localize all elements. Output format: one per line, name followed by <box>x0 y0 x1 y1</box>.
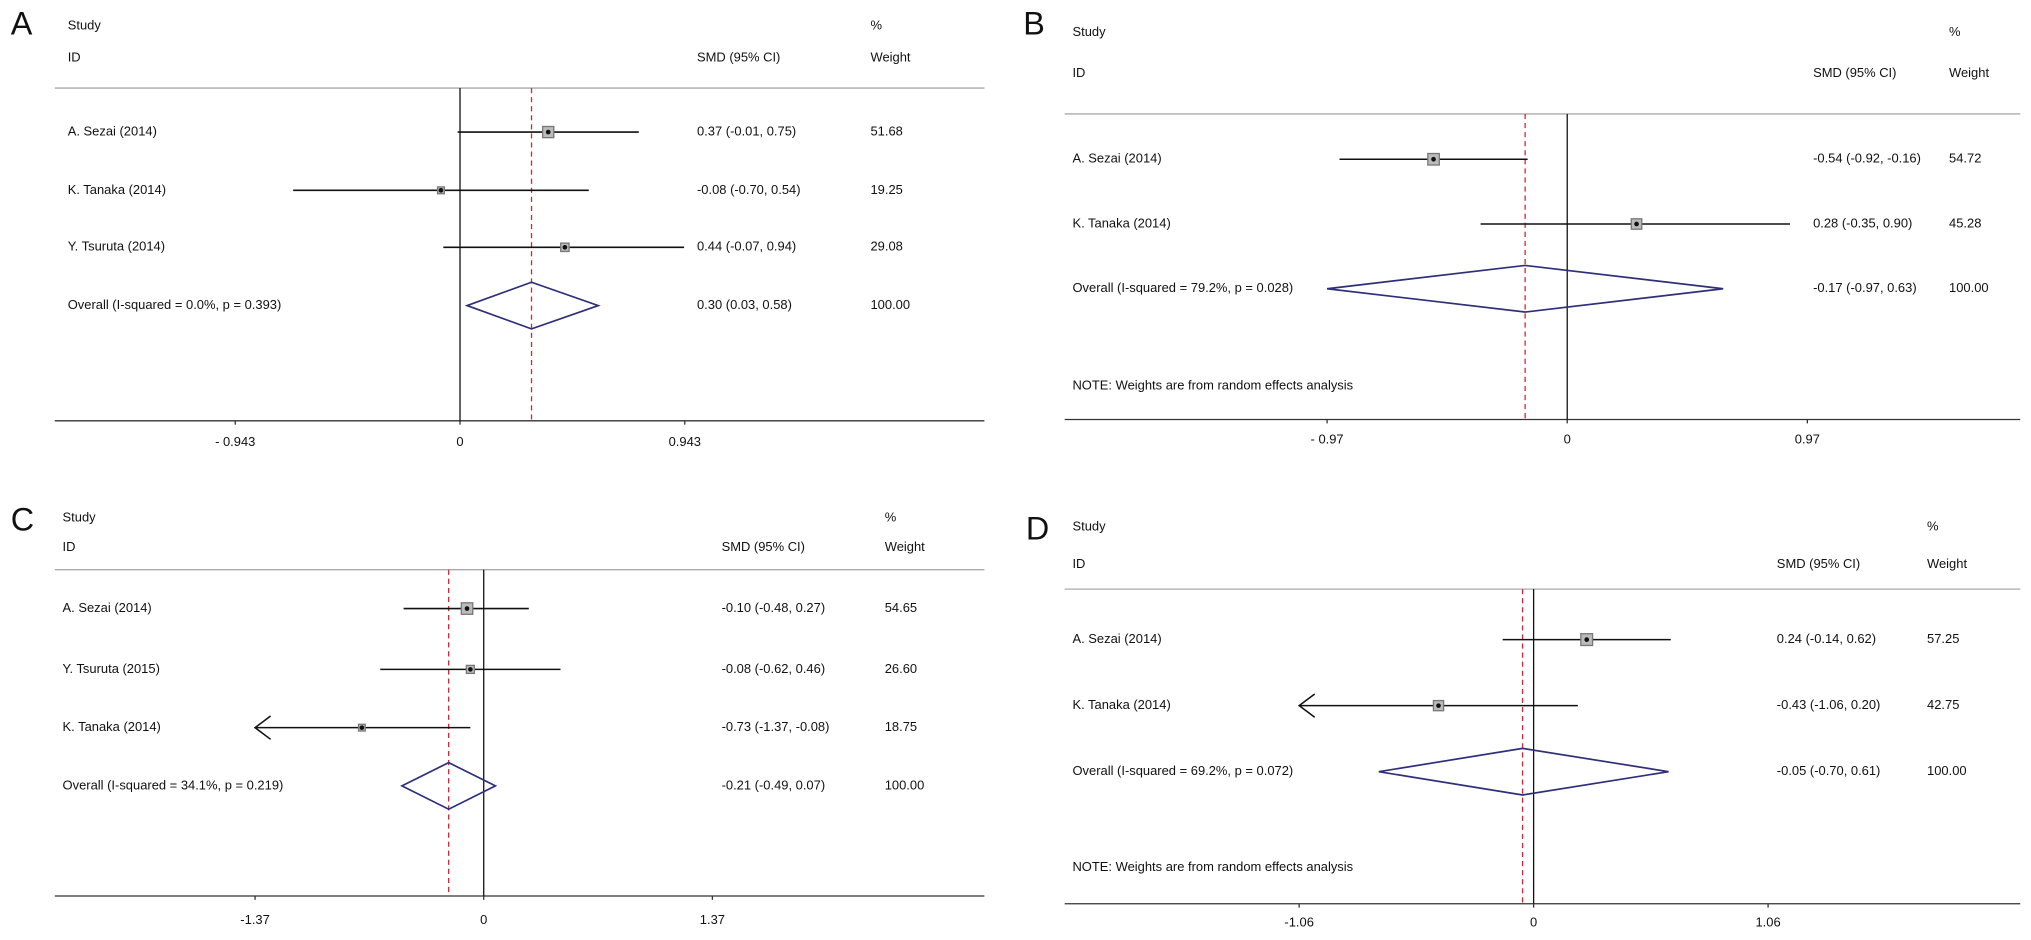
header: Weight <box>1927 556 1967 571</box>
study-name: K. Tanaka (2014) <box>63 719 161 734</box>
point-estimate <box>1584 637 1590 642</box>
study-name: Y. Tsuruta (2015) <box>63 661 160 676</box>
ci-arrow <box>253 715 272 740</box>
ci-label: 0.28 (-0.35, 0.90) <box>1813 215 1912 230</box>
header: SMD (95% CI) <box>697 50 780 65</box>
ci-label: 0.30 (0.03, 0.58) <box>697 297 792 312</box>
point-estimate <box>1431 156 1436 162</box>
weight-label: 45.28 <box>1949 215 1981 230</box>
weight-label: 29.08 <box>870 239 902 254</box>
weight-label: 100.00 <box>1927 763 1967 778</box>
study-name: A. Sezai (2014) <box>1072 631 1161 646</box>
point-estimate <box>562 244 568 250</box>
header: ID <box>63 539 76 554</box>
point-estimate <box>438 188 444 193</box>
weight-label: 54.72 <box>1949 151 1981 166</box>
header: SMD (95% CI) <box>1777 556 1860 571</box>
ci-label: -0.08 (-0.70, 0.54) <box>697 182 801 197</box>
study-name: A. Sezai (2014) <box>68 123 157 138</box>
overall-label: Overall (I-squared = 0.0%, p = 0.393) <box>68 297 282 312</box>
header: ID <box>68 50 81 65</box>
note: NOTE: Weights are from random effects an… <box>1072 859 1353 874</box>
point-estimate <box>1634 221 1639 227</box>
header: Study <box>1072 518 1106 533</box>
x-tick-label: 0.943 <box>669 434 701 449</box>
x-tick-label: 0 <box>1530 915 1537 930</box>
point-estimate <box>1436 703 1441 708</box>
note: NOTE: Weights are from random effects an… <box>1072 377 1353 392</box>
weight-label: 42.75 <box>1927 697 1959 712</box>
header: % <box>870 17 882 32</box>
header: ID <box>1072 65 1085 80</box>
x-tick-label: -1.37 <box>240 912 269 927</box>
overall-label: Overall (I-squared = 69.2%, p = 0.072) <box>1072 763 1293 778</box>
point-estimate <box>464 606 470 611</box>
study-name: A. Sezai (2014) <box>63 600 152 615</box>
ci-label: -0.21 (-0.49, 0.07) <box>722 777 826 792</box>
header: ID <box>1072 556 1085 571</box>
overall-diamond <box>464 281 601 330</box>
weight-label: 100.00 <box>885 777 925 792</box>
weight-label: 19.25 <box>870 182 902 197</box>
panel-label: C <box>11 501 34 537</box>
x-tick-label: 1.37 <box>700 912 725 927</box>
header: % <box>1927 518 1939 533</box>
header: Study <box>68 17 102 32</box>
panel-label: A <box>11 5 33 41</box>
study-name: Y. Tsuruta (2014) <box>68 239 165 254</box>
ci-label: 0.44 (-0.07, 0.94) <box>697 239 796 254</box>
header: Study <box>1072 24 1106 39</box>
panel-label: D <box>1026 510 1049 546</box>
header: Weight <box>1949 65 1989 80</box>
study-name: K. Tanaka (2014) <box>1072 215 1170 230</box>
ci-label: -0.43 (-1.06, 0.20) <box>1777 697 1881 712</box>
weight-label: 26.60 <box>885 661 917 676</box>
x-tick-label: 0 <box>1564 432 1571 447</box>
header: SMD (95% CI) <box>722 539 805 554</box>
header: % <box>885 509 897 524</box>
weight-label: 51.68 <box>870 123 902 138</box>
ci-label: -0.05 (-0.70, 0.61) <box>1777 763 1881 778</box>
overall-label: Overall (I-squared = 34.1%, p = 0.219) <box>63 777 284 792</box>
weight-label: 18.75 <box>885 719 917 734</box>
ci-label: -0.10 (-0.48, 0.27) <box>722 600 826 615</box>
ci-label: 0.24 (-0.14, 0.62) <box>1777 631 1876 646</box>
ci-label: -0.08 (-0.62, 0.46) <box>722 661 826 676</box>
x-tick-label: 1.06 <box>1755 915 1780 930</box>
panel-label: B <box>1023 5 1045 41</box>
x-tick-label: 0 <box>456 434 463 449</box>
x-tick-label: -1.06 <box>1284 915 1314 930</box>
weight-label: 57.25 <box>1927 631 1959 646</box>
study-name: K. Tanaka (2014) <box>68 182 166 197</box>
header: SMD (95% CI) <box>1813 65 1896 80</box>
x-tick-label: 0.97 <box>1795 432 1820 447</box>
overall-label: Overall (I-squared = 79.2%, p = 0.028) <box>1072 280 1293 295</box>
study-name: K. Tanaka (2014) <box>1072 697 1170 712</box>
ci-arrow <box>1297 693 1316 718</box>
ci-label: 0.37 (-0.01, 0.75) <box>697 123 796 138</box>
ci-label: -0.17 (-0.97, 0.63) <box>1813 280 1917 295</box>
x-tick-label: 0 <box>480 912 487 927</box>
header: Weight <box>885 539 925 554</box>
ci-label: -0.73 (-1.37, -0.08) <box>722 719 830 734</box>
point-estimate <box>468 667 473 672</box>
header: % <box>1949 24 1961 39</box>
x-tick-label: - 0.97 <box>1311 432 1344 447</box>
overall-diamond <box>400 761 498 811</box>
overall-diamond <box>1326 264 1724 313</box>
ci-label: -0.54 (-0.92, -0.16) <box>1813 151 1921 166</box>
header: Weight <box>870 50 910 65</box>
point-estimate <box>545 129 551 135</box>
x-tick-label: - 0.943 <box>215 434 255 449</box>
weight-label: 100.00 <box>870 297 910 312</box>
point-estimate <box>359 725 365 730</box>
weight-label: 100.00 <box>1949 280 1989 295</box>
weight-label: 54.65 <box>885 600 917 615</box>
header: Study <box>63 509 97 524</box>
study-name: A. Sezai (2014) <box>1072 151 1161 166</box>
overall-diamond <box>1378 747 1669 796</box>
